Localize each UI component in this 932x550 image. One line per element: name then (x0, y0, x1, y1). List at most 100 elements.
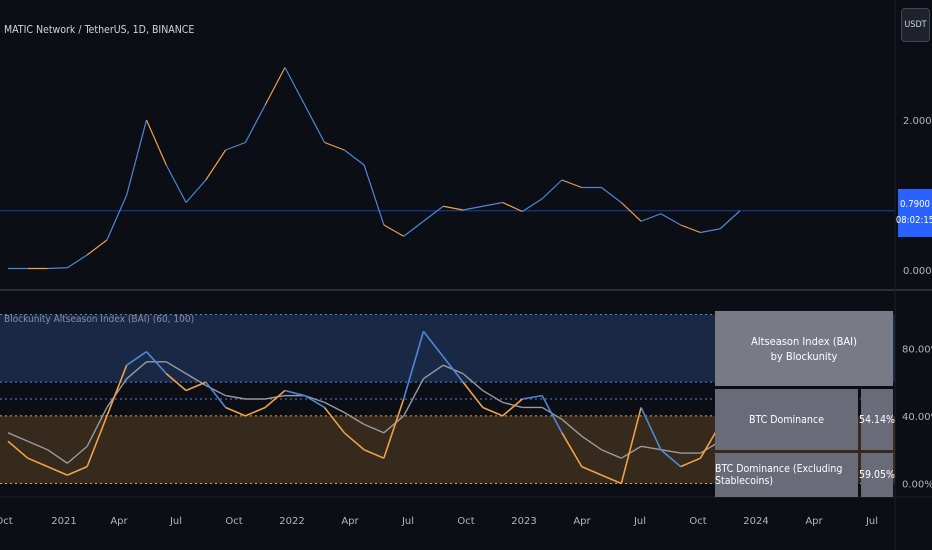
indicator-axis-tick: 0.00% (902, 480, 932, 491)
price-segment (86, 239, 108, 256)
bai-segment (541, 395, 563, 434)
time-axis-tick: 2021 (51, 516, 76, 527)
bai-segment (383, 398, 405, 459)
signal-segment (47, 449, 68, 464)
signal-segment (343, 411, 365, 425)
price-segment (522, 198, 543, 213)
bai-segment (126, 350, 147, 366)
signal-segment (620, 445, 642, 459)
currency-badge[interactable]: USDT (901, 8, 930, 42)
table-header-title: Altseason Index (BAI) (751, 334, 857, 348)
btc-dominance-ex-stable-label: BTC Dominance (Excluding Stablecoins) (715, 453, 858, 497)
price-segment (145, 119, 167, 166)
bai-segment (27, 457, 48, 468)
price-segment (284, 67, 306, 106)
symbol-title[interactable]: MATIC Network / TetherUS, 1D, BINANCE (4, 24, 195, 36)
bai-segment (561, 432, 583, 468)
signal-segment (265, 394, 286, 400)
price-segment (106, 194, 128, 241)
time-axis-tick: Apr (573, 516, 591, 527)
bai-segment (106, 364, 128, 417)
signal-segment (640, 445, 661, 451)
signal-segment (601, 449, 622, 459)
indicator-axis-tick: 40.00% (902, 412, 932, 423)
bai-segment (47, 465, 68, 476)
bai-segment (402, 331, 425, 400)
bai-segment (462, 381, 484, 408)
bai-segment (422, 330, 444, 358)
bai-segment (522, 394, 543, 400)
bai-segment (304, 394, 325, 409)
time-axis-tick: Oct (225, 516, 242, 527)
time-axis-tick: Apr (805, 516, 823, 527)
signal-segment (581, 435, 602, 451)
bai-segment (165, 373, 187, 392)
time-axis-tick: Oct (0, 516, 13, 527)
price-segment (502, 201, 523, 213)
price-segment (443, 205, 464, 211)
price-segment (343, 149, 365, 166)
bai-segment (145, 351, 167, 375)
time-axis-tick: 2023 (511, 516, 536, 527)
signal-segment (363, 423, 385, 434)
signal-segment (324, 401, 345, 414)
btc-dominance-ex-stable-value: 59.05% (859, 453, 895, 497)
price-segment (383, 224, 404, 237)
bai-segment (640, 407, 662, 451)
bai-segment (620, 407, 642, 484)
price-segment (640, 213, 662, 222)
price-segment (660, 213, 681, 226)
bai-segment (7, 440, 29, 459)
signal-segment (462, 373, 484, 392)
bai-segment (502, 398, 523, 417)
price-segment (719, 210, 741, 230)
bai-segment (284, 389, 305, 397)
signal-segment (403, 378, 425, 417)
table-header: Altseason Index (BAI) by Blockunity (715, 311, 893, 386)
bai-segment (225, 406, 246, 417)
time-axis-tick: Oct (689, 516, 706, 527)
signal-segment (27, 440, 48, 451)
price-axis-tick: 2.0000 (903, 116, 932, 127)
time-axis-tick: Jul (633, 516, 646, 527)
bai-segment (205, 381, 227, 408)
signal-segment (86, 407, 108, 447)
altseason-table: Altseason Index (BAI) by Blockunity BTC … (714, 310, 895, 497)
bai-segment (323, 406, 345, 434)
time-axis-tick: Jul (169, 516, 182, 527)
indicator-title[interactable]: Blockunity Altseason Index (BAI) (60, 10… (4, 314, 195, 325)
signal-segment (482, 389, 503, 403)
price-segment (403, 220, 424, 237)
price-segment (205, 149, 227, 181)
bar-countdown: 08:02:15 (895, 215, 932, 226)
signal-segment (165, 361, 187, 375)
signal-segment (225, 394, 246, 400)
signal-segment (106, 378, 128, 408)
price-segment (561, 179, 582, 189)
bai-segment (680, 457, 701, 468)
table-header-subtitle: by Blockunity (770, 349, 838, 363)
price-segment (47, 267, 68, 270)
last-price: 0.7900 (900, 199, 930, 210)
price-segment (304, 104, 326, 143)
bai-segment (264, 389, 286, 409)
time-axis-tick: Oct (457, 516, 474, 527)
signal-segment (502, 401, 523, 409)
bai-segment (343, 432, 365, 451)
price-segment (185, 179, 207, 203)
price-segment (264, 67, 286, 106)
bai-segment (660, 449, 682, 468)
bai-segment (581, 465, 602, 476)
price-axis-tick: 0.0000 (903, 266, 932, 277)
signal-segment (383, 415, 405, 434)
bai-segment (245, 406, 266, 417)
bai-segment (86, 415, 108, 467)
indicator-axis-tick: 80.00% (902, 344, 932, 355)
time-axis-tick: Apr (110, 516, 128, 527)
signal-segment (66, 445, 88, 464)
price-segment (67, 254, 88, 269)
price-segment (244, 104, 266, 143)
signal-segment (7, 432, 29, 442)
price-segment (324, 141, 345, 151)
price-segment (541, 179, 563, 200)
